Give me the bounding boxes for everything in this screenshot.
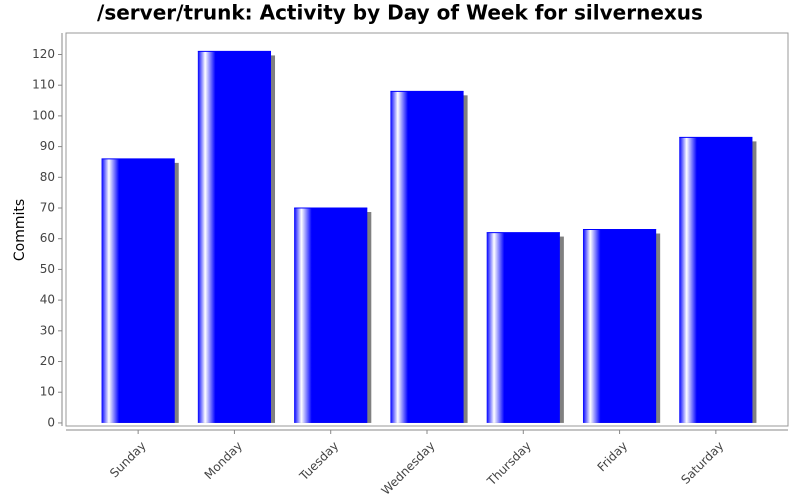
y-tick-label: 100	[32, 108, 55, 122]
x-tick-label: Friday	[595, 439, 631, 475]
y-tick-label: 70	[40, 201, 55, 215]
bar	[486, 232, 560, 423]
y-tick-label: 90	[40, 139, 55, 153]
chart-title: /server/trunk: Activity by Day of Week f…	[97, 1, 703, 25]
y-tick-label: 50	[40, 262, 55, 276]
y-tick-label: 80	[40, 170, 55, 184]
x-tick-label: Wednesday	[379, 439, 438, 498]
y-axis-label: Commits	[12, 199, 28, 261]
x-tick-label: Tuesday	[296, 439, 341, 484]
bar	[197, 51, 272, 423]
x-tick-label: Sunday	[107, 439, 149, 481]
bar	[101, 158, 175, 423]
y-tick-label: 20	[40, 354, 55, 368]
x-tick-label: Thursday	[484, 439, 534, 489]
bar	[390, 91, 464, 423]
y-tick-label: 0	[47, 415, 55, 429]
x-tick-label: Monday	[202, 439, 245, 482]
y-tick-label: 60	[40, 231, 55, 245]
y-tick-label: 120	[32, 47, 55, 61]
bar	[294, 208, 368, 423]
y-tick-label: 40	[40, 293, 55, 307]
bar	[679, 137, 753, 423]
y-tick-label: 110	[32, 78, 55, 92]
x-tick-label: Saturday	[678, 439, 726, 487]
bar	[582, 229, 657, 423]
y-tick-label: 30	[40, 323, 55, 337]
y-tick-label: 10	[40, 385, 55, 399]
